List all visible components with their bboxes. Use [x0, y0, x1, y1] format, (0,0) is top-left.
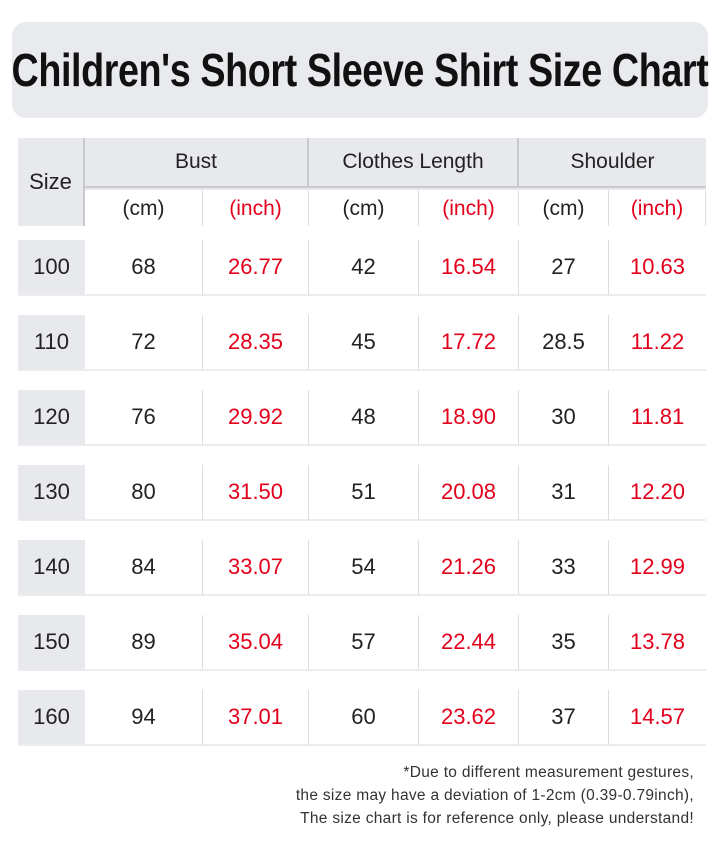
- value-cell: 12.99: [609, 540, 706, 596]
- value-cell: 16.54: [419, 240, 519, 296]
- footnote: The size chart is for reference only, pl…: [300, 810, 694, 827]
- value-cell: 89: [85, 615, 203, 671]
- value-cell: 37.01: [203, 690, 309, 746]
- value-cell: 11.22: [609, 315, 706, 371]
- value-cell: 22.44: [419, 615, 519, 671]
- value-cell: 12.20: [609, 465, 706, 521]
- value-cell: 35.04: [203, 615, 309, 671]
- unit-header: (cm): [519, 190, 609, 226]
- value-cell: 28.35: [203, 315, 309, 371]
- value-cell: 18.90: [419, 390, 519, 446]
- value-cell: 33: [519, 540, 609, 596]
- unit-header: (inch): [203, 190, 309, 226]
- size-cell: 150: [18, 615, 85, 671]
- title-box: Children's Short Sleeve Shirt Size Chart: [11, 22, 709, 118]
- group-header: Bust: [85, 138, 309, 188]
- value-cell: 42: [309, 240, 419, 296]
- value-cell: 72: [85, 315, 203, 371]
- corner-header: Size: [18, 138, 85, 226]
- value-cell: 11.81: [609, 390, 706, 446]
- value-cell: 21.26: [419, 540, 519, 596]
- unit-header: (cm): [309, 190, 419, 226]
- value-cell: 68: [85, 240, 203, 296]
- footnote: *Due to different measurement gestures,: [403, 764, 694, 781]
- value-cell: 23.62: [419, 690, 519, 746]
- value-cell: 60: [309, 690, 419, 746]
- group-header: Shoulder: [519, 138, 706, 188]
- size-cell: 100: [18, 240, 85, 296]
- value-cell: 80: [85, 465, 203, 521]
- value-cell: 35: [519, 615, 609, 671]
- unit-header: (cm): [85, 190, 203, 226]
- title: Children's Short Sleeve Shirt Size Chart: [11, 44, 709, 96]
- footnote: the size may have a deviation of 1-2cm (…: [295, 787, 694, 804]
- value-cell: 45: [309, 315, 419, 371]
- value-cell: 31.50: [203, 465, 309, 521]
- value-cell: 37: [519, 690, 609, 746]
- value-cell: 17.72: [419, 315, 519, 371]
- value-cell: 14.57: [609, 690, 706, 746]
- value-cell: 29.92: [203, 390, 309, 446]
- value-cell: 57: [309, 615, 419, 671]
- value-cell: 27: [519, 240, 609, 296]
- value-cell: 10.63: [609, 240, 706, 296]
- size-cell: 140: [18, 540, 85, 596]
- size-cell: 160: [18, 690, 85, 746]
- value-cell: 54: [309, 540, 419, 596]
- value-cell: 51: [309, 465, 419, 521]
- value-cell: 76: [85, 390, 203, 446]
- value-cell: 33.07: [203, 540, 309, 596]
- value-cell: 26.77: [203, 240, 309, 296]
- value-cell: 31: [519, 465, 609, 521]
- size-cell: 110: [18, 315, 85, 371]
- size-cell: 120: [18, 390, 85, 446]
- value-cell: 84: [85, 540, 203, 596]
- value-cell: 13.78: [609, 615, 706, 671]
- value-cell: 48: [309, 390, 419, 446]
- value-cell: 28.5: [519, 315, 609, 371]
- value-cell: 94: [85, 690, 203, 746]
- unit-header: (inch): [609, 190, 706, 226]
- unit-header: (inch): [419, 190, 519, 226]
- size-cell: 130: [18, 465, 85, 521]
- value-cell: 20.08: [419, 465, 519, 521]
- value-cell: 30: [519, 390, 609, 446]
- group-header: Clothes Length: [309, 138, 519, 188]
